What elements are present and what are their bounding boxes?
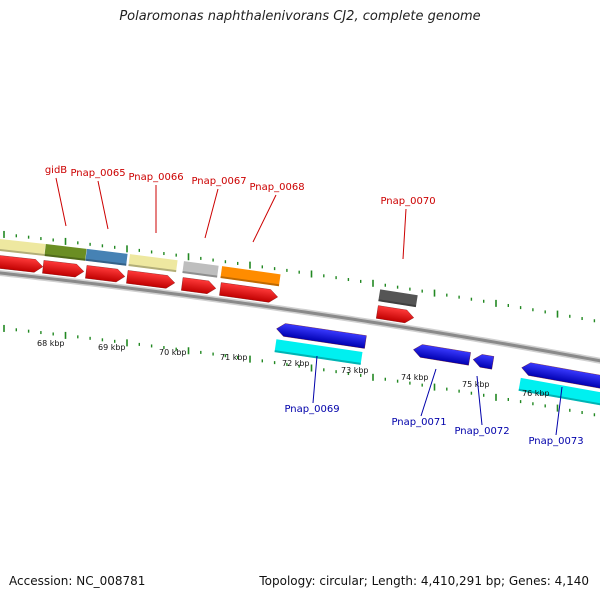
forward-gene-arrow — [0, 254, 44, 273]
reverse-gene-label: Pnap_0073 — [528, 436, 583, 447]
forward-gene-box — [85, 248, 128, 266]
reverse-gene-arrow — [472, 354, 495, 370]
forward-gene-arrow — [376, 305, 415, 324]
reverse-gene-label: Pnap_0071 — [391, 417, 446, 428]
forward-gene-arrow — [42, 260, 85, 278]
tick-layer — [3, 230, 596, 417]
accession-text: Accession: NC_008781 — [9, 574, 146, 588]
gene-layer — [0, 238, 600, 406]
forward-leader-line — [97, 180, 109, 230]
forward-leader-line — [402, 208, 407, 260]
forward-leader-line — [204, 188, 219, 239]
reverse-gene-label: Pnap_0072 — [454, 426, 509, 437]
forward-gene-label: Pnap_0068 — [249, 182, 304, 193]
reverse-gene-arrow — [521, 362, 600, 390]
kbp-tick-label: 72 kbp — [282, 359, 310, 368]
forward-gene-label: Pnap_0066 — [128, 172, 183, 183]
forward-gene-box — [378, 289, 418, 308]
forward-leader-line — [252, 194, 277, 243]
forward-gene-box — [182, 261, 219, 278]
label-layer: 68 kbp 69 kbp 70 kbp 71 kbp 72 kbp 73 kbp 74 k… — [37, 165, 584, 447]
reverse-gene-arrow — [413, 344, 471, 366]
kbp-tick-label: 76 kbp — [522, 389, 550, 398]
forward-gene-label: Pnap_0070 — [380, 196, 435, 207]
kbp-tick-label: 69 kbp — [98, 343, 126, 352]
reverse-leader-line — [476, 375, 483, 426]
reverse-leader-line — [312, 355, 318, 404]
forward-gene-box — [128, 254, 178, 273]
forward-gene-arrow — [85, 265, 126, 283]
forward-gene-box — [44, 244, 87, 261]
kbp-tick-label: 75 kbp — [462, 380, 490, 389]
forward-gene-arrow — [181, 277, 217, 294]
forward-gene-label: Pnap_0067 — [191, 176, 246, 187]
reverse-gene-arrow — [276, 323, 367, 349]
forward-gene-box — [220, 266, 281, 287]
reverse-leader-line — [420, 368, 437, 417]
forward-leader-line — [55, 177, 67, 227]
kbp-tick-label: 70 kbp — [159, 348, 187, 357]
genome-title: Polaromonas naphthalenivorans CJ2, compl… — [119, 9, 481, 24]
reverse-leader-line — [555, 386, 563, 436]
backbone-layer — [0, 269, 600, 364]
kbp-tick-label: 74 kbp — [401, 373, 429, 382]
reverse-gene-label: Pnap_0069 — [284, 404, 339, 415]
topology-summary: Topology: circular; Length: 4,410,291 bp… — [259, 574, 589, 588]
kbp-tick-label: 71 kbp — [220, 353, 248, 362]
kbp-tick-label: 68 kbp — [37, 339, 65, 348]
forward-gene-arrow — [219, 282, 278, 303]
forward-gene-label: Pnap_0065 — [70, 168, 125, 179]
kbp-tick-label: 73 kbp — [341, 366, 369, 375]
forward-gene-arrow — [126, 270, 176, 289]
forward-gene-box — [0, 238, 46, 256]
reverse-gene-box — [274, 339, 363, 365]
backbone-line — [0, 271, 600, 363]
forward-gene-label: gidB — [45, 165, 67, 176]
